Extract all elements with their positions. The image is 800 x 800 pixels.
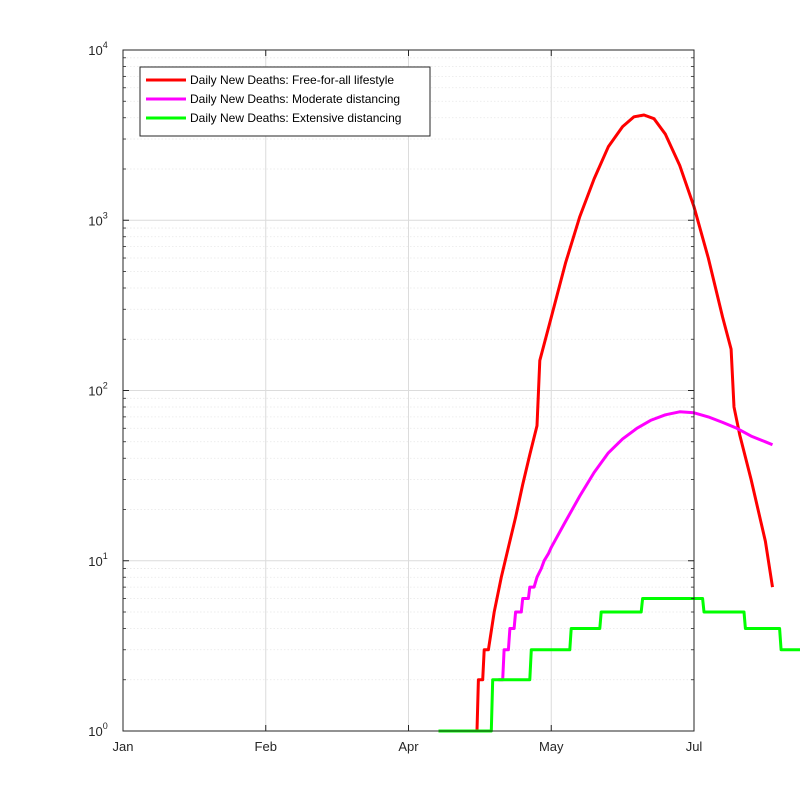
x-tick-label: Apr bbox=[398, 739, 419, 754]
y-tick-label: 100 bbox=[88, 721, 107, 739]
legend-entry-1: Daily New Deaths: Free-for-all lifestyle bbox=[190, 73, 394, 87]
x-tick-label: Feb bbox=[255, 739, 277, 754]
x-tick-label: Jul bbox=[686, 739, 703, 754]
legend-entry-2: Daily New Deaths: Moderate distancing bbox=[190, 92, 400, 106]
legend: Daily New Deaths: Free-for-all lifestyle… bbox=[139, 66, 431, 137]
series-line-1 bbox=[451, 113, 774, 733]
tick-layer: 100 101 102 103 104 Jan Feb Apr May Jul bbox=[88, 40, 702, 754]
y-tick-label: 104 bbox=[88, 40, 107, 58]
y-tick-label: 102 bbox=[88, 381, 107, 399]
legend-entry-3: Daily New Deaths: Extensive distancing bbox=[190, 111, 401, 125]
legend-box bbox=[139, 66, 431, 137]
series-line-2 bbox=[498, 410, 774, 682]
x-tick-label: May bbox=[539, 739, 564, 754]
y-tick-label: 103 bbox=[88, 210, 107, 228]
x-tick-label: Jan bbox=[113, 739, 134, 754]
y-tick-label: 101 bbox=[88, 551, 107, 569]
